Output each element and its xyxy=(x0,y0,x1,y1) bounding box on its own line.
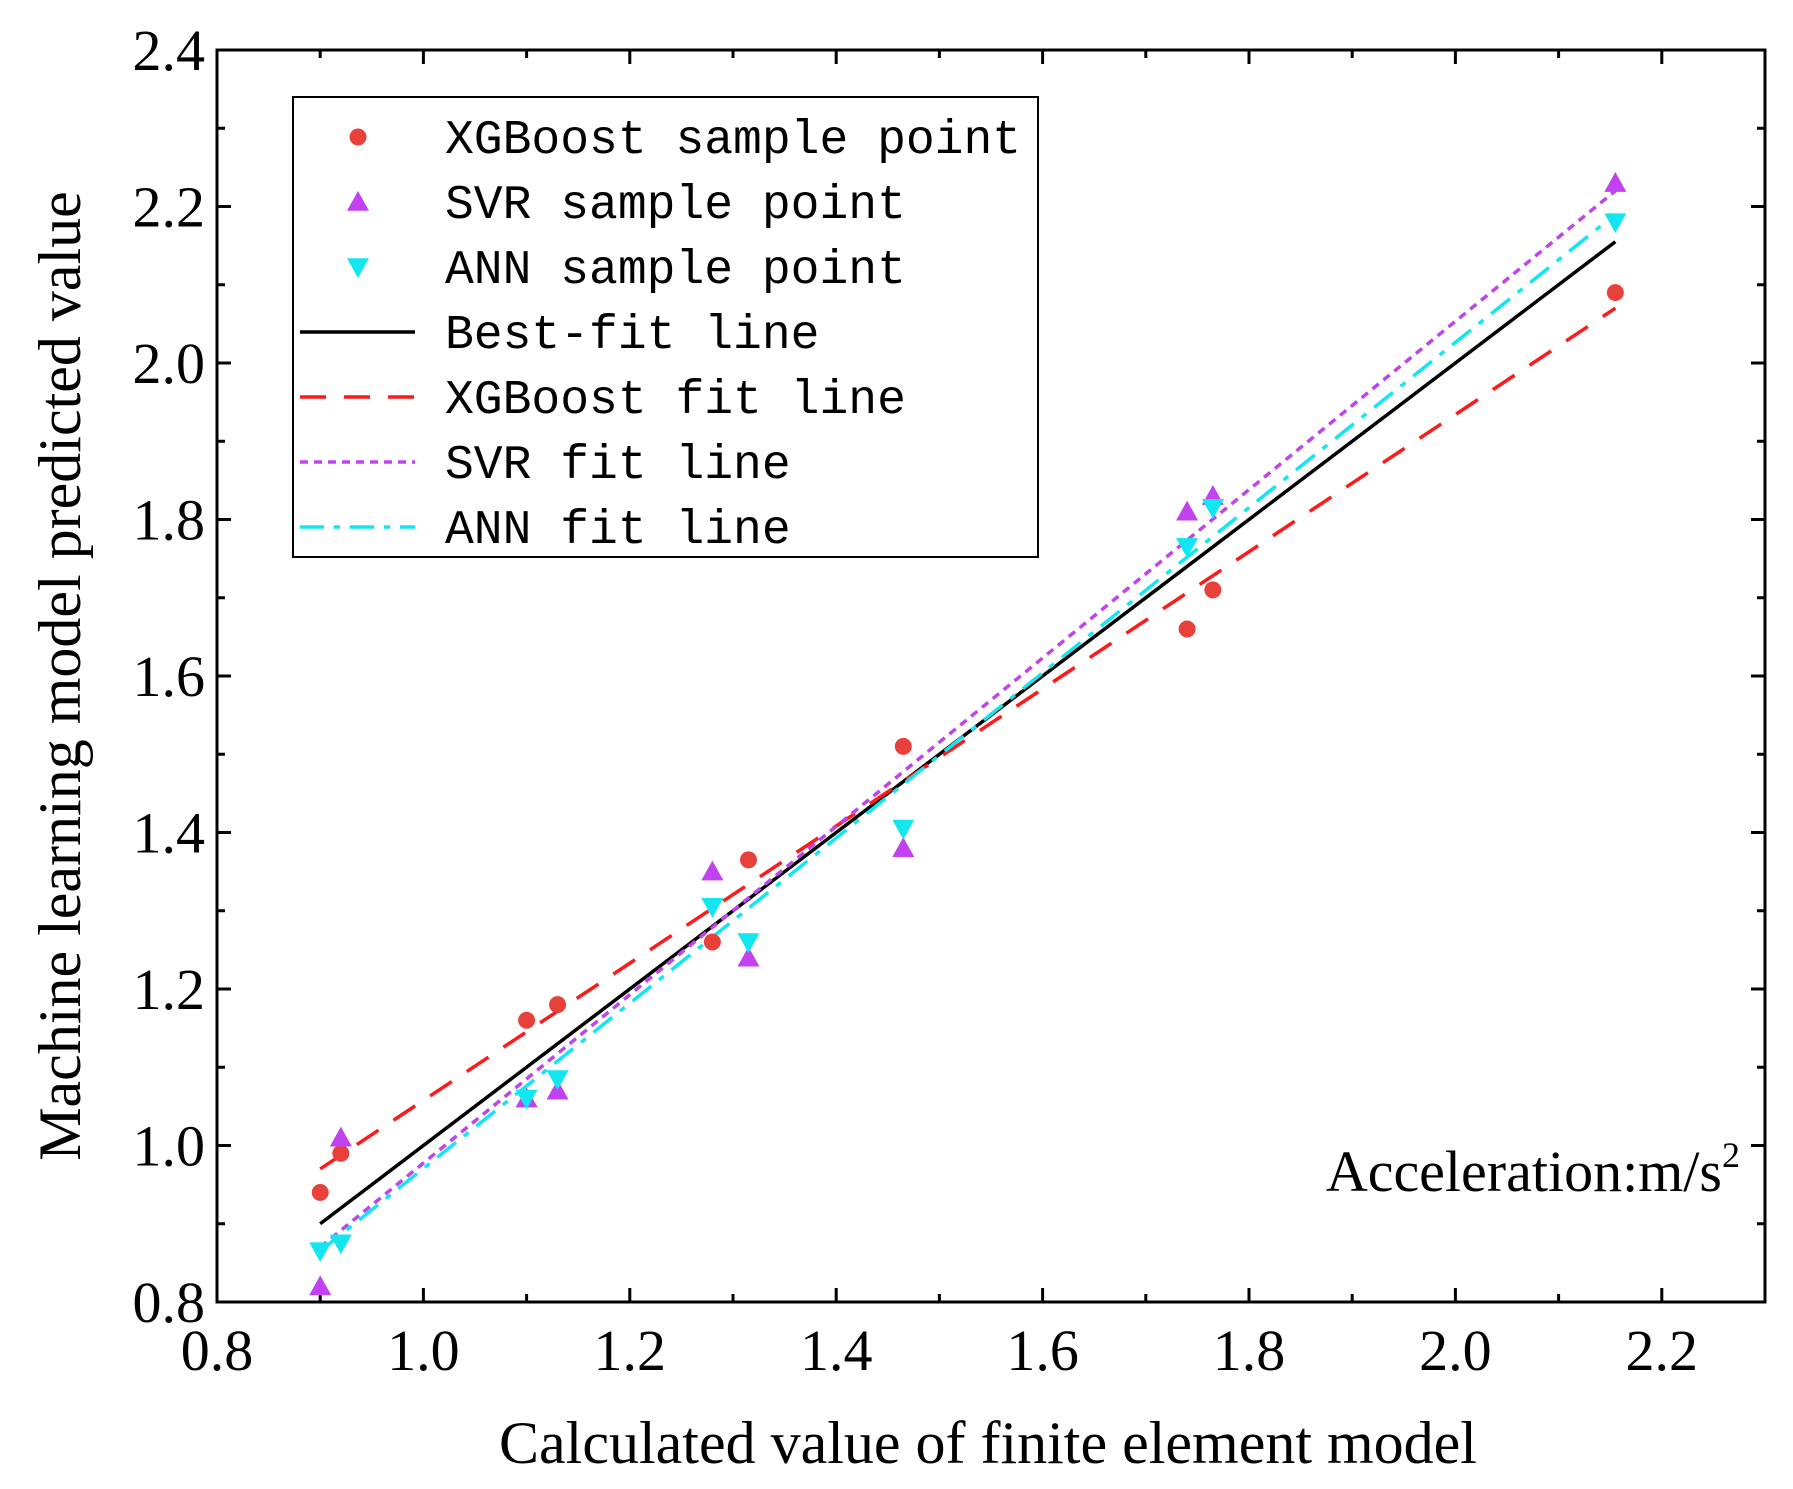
legend-ann-sample-point-marker xyxy=(347,258,369,278)
best-fit-line xyxy=(319,240,1617,1226)
legend-best-fit-line-label: Best-fit line xyxy=(445,309,819,363)
x-tick-label: 1.0 xyxy=(387,1318,460,1383)
y-tick-label: 2.0 xyxy=(133,331,206,396)
svr-fit-line xyxy=(319,189,1617,1249)
legend-ann-fit-line-label: ANN fit line xyxy=(445,504,791,558)
ann-point xyxy=(1201,498,1224,519)
y-tick-label: 1.4 xyxy=(133,801,206,866)
svr-point xyxy=(1176,500,1199,521)
legend-ann-sample-point-label: ANN sample point xyxy=(445,244,906,298)
units-annotation-superscript: 2 xyxy=(1722,1135,1740,1175)
xgboost-point xyxy=(549,996,567,1014)
legend-xgboost-sample-point-label: XGBoost sample point xyxy=(445,114,1021,168)
xgboost-point xyxy=(1204,581,1222,599)
x-axis-label: Calculated value of finite element model xyxy=(499,1410,1477,1476)
xgboost-point xyxy=(703,933,721,951)
x-tick-label: 1.8 xyxy=(1213,1318,1286,1383)
ann-point xyxy=(309,1242,332,1263)
units-annotation: Acceleration:m/s2 xyxy=(1326,1135,1740,1204)
xgboost-point xyxy=(894,737,912,755)
svr-point xyxy=(892,837,915,857)
svr-point xyxy=(737,946,760,967)
x-tick-label: 1.2 xyxy=(594,1318,667,1383)
y-tick-label: 1.2 xyxy=(133,957,206,1022)
ann-point xyxy=(1176,538,1199,558)
y-tick-label: 1.0 xyxy=(133,1114,206,1179)
y-tick-label: 2.4 xyxy=(133,18,206,83)
ann-point xyxy=(737,933,760,954)
y-tick-label: 0.8 xyxy=(133,1270,206,1335)
svr-point xyxy=(1604,172,1627,192)
xgboost-point xyxy=(311,1183,329,1201)
legend-svr-sample-point-label: SVR sample point xyxy=(445,179,906,233)
ann-point xyxy=(515,1089,538,1110)
legend-svr-fit-line-label: SVR fit line xyxy=(445,439,791,493)
legend-xgboost-sample-point-marker xyxy=(349,128,367,146)
legend: XGBoost sample point SVR sample point ANN … xyxy=(292,96,1039,558)
legend-svr-sample-point-marker xyxy=(347,191,369,211)
x-tick-label: 2.2 xyxy=(1626,1318,1699,1383)
svr-point xyxy=(309,1275,332,1296)
x-tick-label: 1.6 xyxy=(1006,1318,1079,1383)
x-tick-label: 1.4 xyxy=(800,1318,873,1383)
x-tick-label: 0.8 xyxy=(181,1318,254,1383)
svr-point xyxy=(701,860,724,881)
plot-frame xyxy=(215,48,1767,1304)
fit-lines-layer xyxy=(319,189,1617,1253)
x-tick-labels: 0.8 1.0 1.2 1.4 1.6 1.8 2.0 2.2 xyxy=(181,1318,1698,1383)
ann-point xyxy=(701,898,724,918)
ann-point xyxy=(329,1234,352,1255)
xgboost-point xyxy=(332,1144,350,1162)
ann-point xyxy=(1604,213,1627,234)
x-tick-label: 2.0 xyxy=(1419,1318,1492,1383)
xgboost-fit-line xyxy=(319,306,1617,1171)
y-axis-label: Machine learning model predicted value xyxy=(27,191,93,1161)
y-tick-label: 1.8 xyxy=(133,488,206,553)
units-annotation-text: Acceleration:m/s xyxy=(1326,1139,1722,1204)
legend-xgboost-fit-line-label: XGBoost fit line xyxy=(445,374,906,428)
y-tick-label: 1.6 xyxy=(133,644,206,709)
legend-box xyxy=(292,96,1039,558)
svr-point xyxy=(329,1126,352,1147)
y-tick-labels: 0.8 1.0 1.2 1.4 1.6 1.8 2.0 2.2 2.4 xyxy=(133,18,206,1335)
y-tick-label: 2.2 xyxy=(133,175,206,240)
xgboost-point xyxy=(518,1011,536,1029)
ann-point xyxy=(546,1070,569,1090)
sample-points-layer xyxy=(309,172,1627,1296)
xgboost-point xyxy=(1178,620,1196,638)
ann-point xyxy=(892,819,915,840)
xgboost-point xyxy=(739,851,757,869)
xgboost-point xyxy=(1606,284,1624,302)
